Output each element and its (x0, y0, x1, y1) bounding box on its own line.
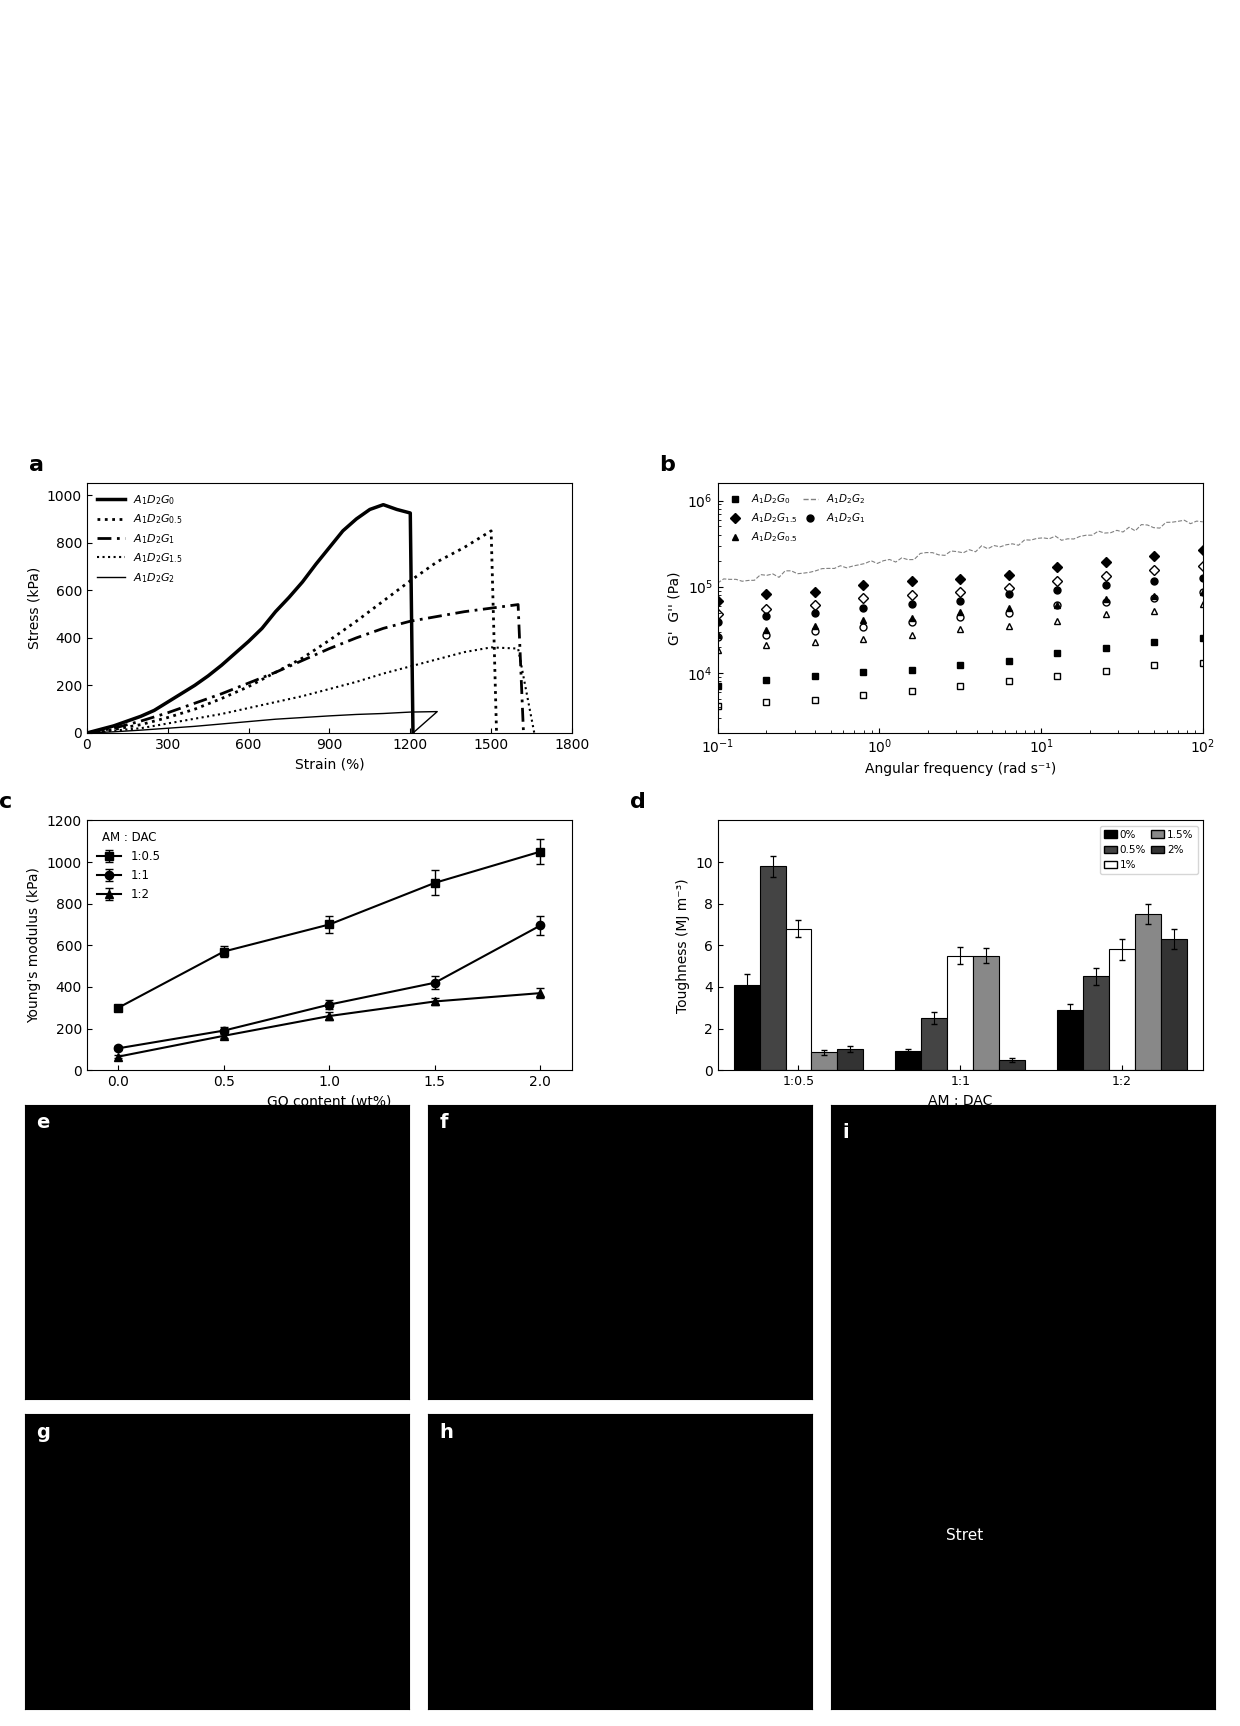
$A_1D_2G_{0.5}$ (904, 608, 919, 628)
$A_1D_2G_{1.5}$ (807, 582, 822, 602)
Y-axis label: Toughness (MJ m⁻³): Toughness (MJ m⁻³) (676, 879, 689, 1013)
Bar (1083, 977, 1109, 1070)
Line: $A_1D_2G_{0.5}$: $A_1D_2G_{0.5}$ (714, 589, 1207, 639)
$A_1D_2G_1$ (759, 606, 774, 627)
Text: 15mm: 15mm (486, 1505, 500, 1550)
$A_1D_2G_2$ (1195, 511, 1210, 532)
$A_1D_2G_2$ (1042, 528, 1056, 549)
$A_1D_2G_{0.5}$ (952, 602, 967, 623)
$A_1D_2G_{1.5}$ (952, 568, 967, 589)
$A_1D_2G_1$ (904, 594, 919, 614)
$A_1D_2G_0$ (952, 654, 967, 675)
Bar (837, 1049, 863, 1070)
Text: h: h (439, 1422, 454, 1441)
Legend: $A_1D_2G_0$, $A_1D_2G_{1.5}$, $A_1D_2G_{0.5}$, $A_1D_2G_2$, $A_1D_2G_1$: $A_1D_2G_0$, $A_1D_2G_{1.5}$, $A_1D_2G_{… (723, 488, 870, 549)
Bar (734, 986, 760, 1070)
Text: Stret: Stret (946, 1528, 983, 1543)
$A_1D_2G_1$ (856, 597, 870, 618)
Bar (1058, 1010, 1083, 1070)
Text: g: g (36, 1422, 50, 1441)
$A_1D_2G_2$ (1023, 530, 1038, 551)
$A_1D_2G_0$ (1099, 639, 1114, 659)
$A_1D_2G_2$ (925, 542, 940, 563)
$A_1D_2G_{1.5}$ (1050, 556, 1065, 576)
$A_1D_2G_1$ (1050, 580, 1065, 601)
Text: c: c (0, 792, 12, 811)
Bar (811, 1053, 837, 1070)
$A_1D_2G_{0.5}$ (807, 614, 822, 635)
$A_1D_2G_{1.5}$ (856, 575, 870, 595)
X-axis label: GO content (wt%): GO content (wt%) (268, 1094, 392, 1108)
Text: b: b (660, 454, 676, 475)
Text: e: e (36, 1113, 50, 1132)
$A_1D_2G_0$ (807, 666, 822, 687)
Y-axis label: Stress (kPa): Stress (kPa) (27, 568, 41, 649)
Text: i: i (843, 1124, 849, 1143)
$A_1D_2G_1$ (1001, 583, 1016, 604)
$A_1D_2G_{0.5}$ (1050, 595, 1065, 616)
X-axis label: AM : DAC: AM : DAC (928, 1094, 992, 1108)
Bar (947, 956, 973, 1070)
$A_1D_2G_{1.5}$ (759, 583, 774, 604)
Line: $A_1D_2G_1$: $A_1D_2G_1$ (714, 575, 1207, 625)
$A_1D_2G_{0.5}$ (1147, 587, 1162, 608)
$A_1D_2G_{1.5}$ (904, 571, 919, 592)
$A_1D_2G_1$ (711, 611, 725, 632)
$A_1D_2G_0$ (1050, 642, 1065, 663)
$A_1D_2G_0$ (759, 670, 774, 690)
Legend: 1:0.5, 1:1, 1:2: 1:0.5, 1:1, 1:2 (93, 827, 165, 906)
$A_1D_2G_2$ (1004, 533, 1019, 554)
Bar (973, 956, 999, 1070)
X-axis label: Angular frequency (rad s⁻¹): Angular frequency (rad s⁻¹) (864, 761, 1055, 777)
Line: $A_1D_2G_{1.5}$: $A_1D_2G_{1.5}$ (714, 545, 1207, 604)
Bar (760, 866, 785, 1070)
Bar (921, 1018, 947, 1070)
$A_1D_2G_0$ (904, 659, 919, 680)
$A_1D_2G_0$ (1195, 628, 1210, 649)
$A_1D_2G_1$ (807, 602, 822, 623)
Line: $A_1D_2G_2$: $A_1D_2G_2$ (718, 520, 1203, 583)
Y-axis label: G'  G'' (Pa): G' G'' (Pa) (668, 571, 682, 646)
$A_1D_2G_0$ (1001, 651, 1016, 671)
Legend: 0%, 0.5%, 1%, 1.5%, 2%: 0%, 0.5%, 1%, 1.5%, 2% (1100, 825, 1198, 875)
$A_1D_2G_2$ (1140, 514, 1154, 535)
Bar (1109, 949, 1135, 1070)
$A_1D_2G_1$ (952, 590, 967, 611)
$A_1D_2G_{0.5}$ (759, 620, 774, 640)
Bar (895, 1051, 921, 1070)
X-axis label: Strain (%): Strain (%) (295, 758, 365, 772)
Legend: $A_1D_2G_0$, $A_1D_2G_{0.5}$, $A_1D_2G_1$, $A_1D_2G_{1.5}$, $A_1D_2G_2$: $A_1D_2G_0$, $A_1D_2G_{0.5}$, $A_1D_2G_1… (92, 488, 187, 589)
Bar (1161, 939, 1187, 1070)
Bar (1135, 915, 1161, 1070)
Bar (999, 1060, 1025, 1070)
Text: a: a (29, 454, 43, 475)
$A_1D_2G_{1.5}$ (1001, 564, 1016, 585)
$A_1D_2G_2$ (998, 535, 1013, 556)
$A_1D_2G_0$ (856, 663, 870, 683)
$A_1D_2G_1$ (1195, 568, 1210, 589)
$A_1D_2G_{0.5}$ (1001, 597, 1016, 618)
$A_1D_2G_2$ (1177, 509, 1192, 530)
$A_1D_2G_{1.5}$ (1099, 551, 1114, 571)
$A_1D_2G_{0.5}$ (856, 609, 870, 630)
Text: f: f (439, 1113, 448, 1132)
$A_1D_2G_{0.5}$ (711, 625, 725, 646)
$A_1D_2G_0$ (711, 675, 725, 696)
$A_1D_2G_1$ (1147, 571, 1162, 592)
$A_1D_2G_{0.5}$ (1195, 582, 1210, 602)
Text: d: d (630, 792, 646, 811)
$A_1D_2G_{0.5}$ (1099, 589, 1114, 609)
$A_1D_2G_{1.5}$ (711, 590, 725, 611)
$A_1D_2G_1$ (1099, 575, 1114, 595)
Line: $A_1D_2G_0$: $A_1D_2G_0$ (714, 635, 1207, 690)
Bar (785, 929, 811, 1070)
$A_1D_2G_{1.5}$ (1195, 539, 1210, 559)
$A_1D_2G_0$ (1147, 632, 1162, 652)
$A_1D_2G_2$ (711, 573, 725, 594)
$A_1D_2G_{1.5}$ (1147, 545, 1162, 566)
Y-axis label: Young's modulus (kPa): Young's modulus (kPa) (27, 868, 41, 1024)
